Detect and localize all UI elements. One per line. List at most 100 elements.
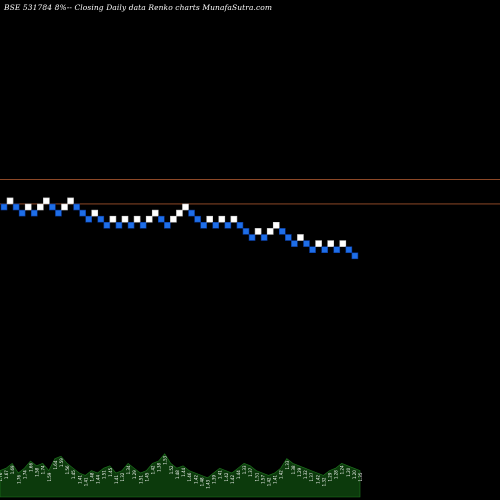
down-brick bbox=[236, 222, 244, 229]
down-brick bbox=[242, 228, 250, 235]
volume-label: 1.41 bbox=[114, 475, 119, 484]
up-brick bbox=[121, 215, 129, 223]
down-brick bbox=[194, 215, 201, 223]
up-brick bbox=[297, 234, 304, 241]
up-brick bbox=[91, 209, 99, 217]
volume-label: 1.43 bbox=[205, 479, 210, 488]
volume-label: 1.44 bbox=[236, 470, 241, 479]
down-brick bbox=[164, 222, 171, 229]
volume-label: 1.29 bbox=[327, 472, 332, 481]
down-brick bbox=[200, 222, 207, 229]
volume-label: 1.76 bbox=[16, 475, 21, 484]
down-brick bbox=[79, 209, 86, 217]
volume-label: 1.33 bbox=[242, 465, 247, 474]
up-brick bbox=[36, 203, 44, 211]
volume-label: 1.37 bbox=[248, 467, 253, 476]
volume-label: 1.38 bbox=[157, 463, 162, 472]
down-brick bbox=[248, 234, 256, 241]
volume-label: 1.74 bbox=[22, 470, 27, 479]
volume-label: 1.66 bbox=[29, 463, 34, 472]
volume-label: 1.51 bbox=[102, 470, 107, 479]
volume-label: 1.42 bbox=[193, 475, 198, 484]
volume-label: 1.32 bbox=[303, 470, 308, 479]
down-brick bbox=[97, 215, 105, 223]
volume-label: 1.76 bbox=[0, 472, 3, 481]
down-brick bbox=[260, 234, 268, 241]
volume-label: 1.42 bbox=[266, 477, 271, 486]
volume-label: 1.48 bbox=[90, 472, 95, 481]
volume-label: 1.42 bbox=[230, 475, 235, 484]
down-brick bbox=[127, 222, 135, 229]
up-brick bbox=[61, 203, 68, 211]
up-brick bbox=[133, 215, 141, 223]
volume-label: 1.53 bbox=[163, 455, 168, 464]
volume-label: 1.44 bbox=[181, 467, 186, 476]
volume-label: 1.39 bbox=[212, 475, 217, 484]
level-lines bbox=[0, 179, 500, 205]
renko-bricks bbox=[0, 197, 359, 260]
up-brick bbox=[327, 240, 335, 247]
down-brick bbox=[278, 228, 286, 235]
volume-label: 1.42 bbox=[279, 470, 284, 479]
volume-label: 1.32 bbox=[120, 472, 125, 481]
volume-label: 1.52 bbox=[169, 465, 174, 474]
up-brick bbox=[67, 197, 74, 205]
volume-label: 1.34 bbox=[126, 465, 131, 474]
down-brick bbox=[103, 222, 111, 229]
up-brick bbox=[266, 228, 274, 235]
volume-label: 1.20 bbox=[352, 470, 357, 479]
volume-label: 1.51 bbox=[254, 472, 259, 481]
volume-label: 1.28 bbox=[334, 470, 339, 479]
volume-label: 1.41 bbox=[218, 470, 223, 479]
up-brick bbox=[43, 197, 50, 205]
volume-label: 1.35 bbox=[358, 472, 363, 481]
down-brick bbox=[49, 203, 56, 211]
down-brick bbox=[139, 222, 147, 229]
down-brick bbox=[309, 246, 316, 253]
chart-title: BSE 531784 8%-- Closing Daily data Renko… bbox=[4, 3, 273, 12]
up-brick bbox=[170, 215, 177, 223]
down-brick bbox=[12, 203, 20, 211]
volume-panel: 1.76 1.671.691.761.741.661.58 1.741.591.64… bbox=[0, 453, 363, 498]
up-brick bbox=[109, 215, 117, 223]
volume-label: 1.42 bbox=[224, 472, 229, 481]
volume-label: 1.33 bbox=[285, 460, 290, 469]
volume-label: 1.69 bbox=[10, 465, 15, 474]
volume-label: 1.45 bbox=[108, 467, 113, 476]
volume-labels: 1.76 1.671.691.761.741.661.58 1.741.591.64… bbox=[0, 455, 363, 488]
volume-label: 1.45 bbox=[71, 470, 76, 479]
up-brick bbox=[315, 240, 322, 247]
up-brick bbox=[151, 209, 159, 217]
down-brick bbox=[73, 203, 80, 211]
volume-label: 1.24 bbox=[340, 465, 345, 474]
up-brick bbox=[254, 228, 262, 235]
volume-label: 1.29 bbox=[297, 467, 302, 476]
volume-label: 1.41 bbox=[77, 475, 82, 484]
up-brick bbox=[145, 215, 153, 223]
up-brick bbox=[6, 197, 14, 205]
down-brick bbox=[345, 246, 353, 253]
volume-label: 1.58 bbox=[35, 467, 40, 476]
up-brick bbox=[206, 215, 213, 223]
up-brick bbox=[339, 240, 347, 247]
volume-label: 1.64 bbox=[53, 460, 58, 469]
up-brick bbox=[272, 222, 280, 229]
down-brick bbox=[30, 209, 38, 217]
down-brick bbox=[351, 252, 359, 260]
volume-label: 1.45 bbox=[144, 472, 149, 481]
down-brick bbox=[285, 234, 292, 241]
volume-label: 1.59 bbox=[47, 472, 52, 481]
volume-area bbox=[0, 453, 361, 498]
volume-label: 1.37 bbox=[309, 472, 314, 481]
volume-label: 1.29 bbox=[132, 470, 137, 479]
down-brick bbox=[0, 203, 8, 211]
volume-label: 1.20 bbox=[346, 467, 351, 476]
up-brick bbox=[230, 215, 238, 223]
volume-label: 1.57 bbox=[260, 475, 265, 484]
volume-label: 1.48 bbox=[199, 477, 204, 486]
volume-label: 1.56 bbox=[65, 465, 70, 474]
volume-label: 1.41 bbox=[83, 477, 88, 486]
volume-label: 1.32 bbox=[321, 477, 326, 486]
up-brick bbox=[182, 203, 189, 211]
